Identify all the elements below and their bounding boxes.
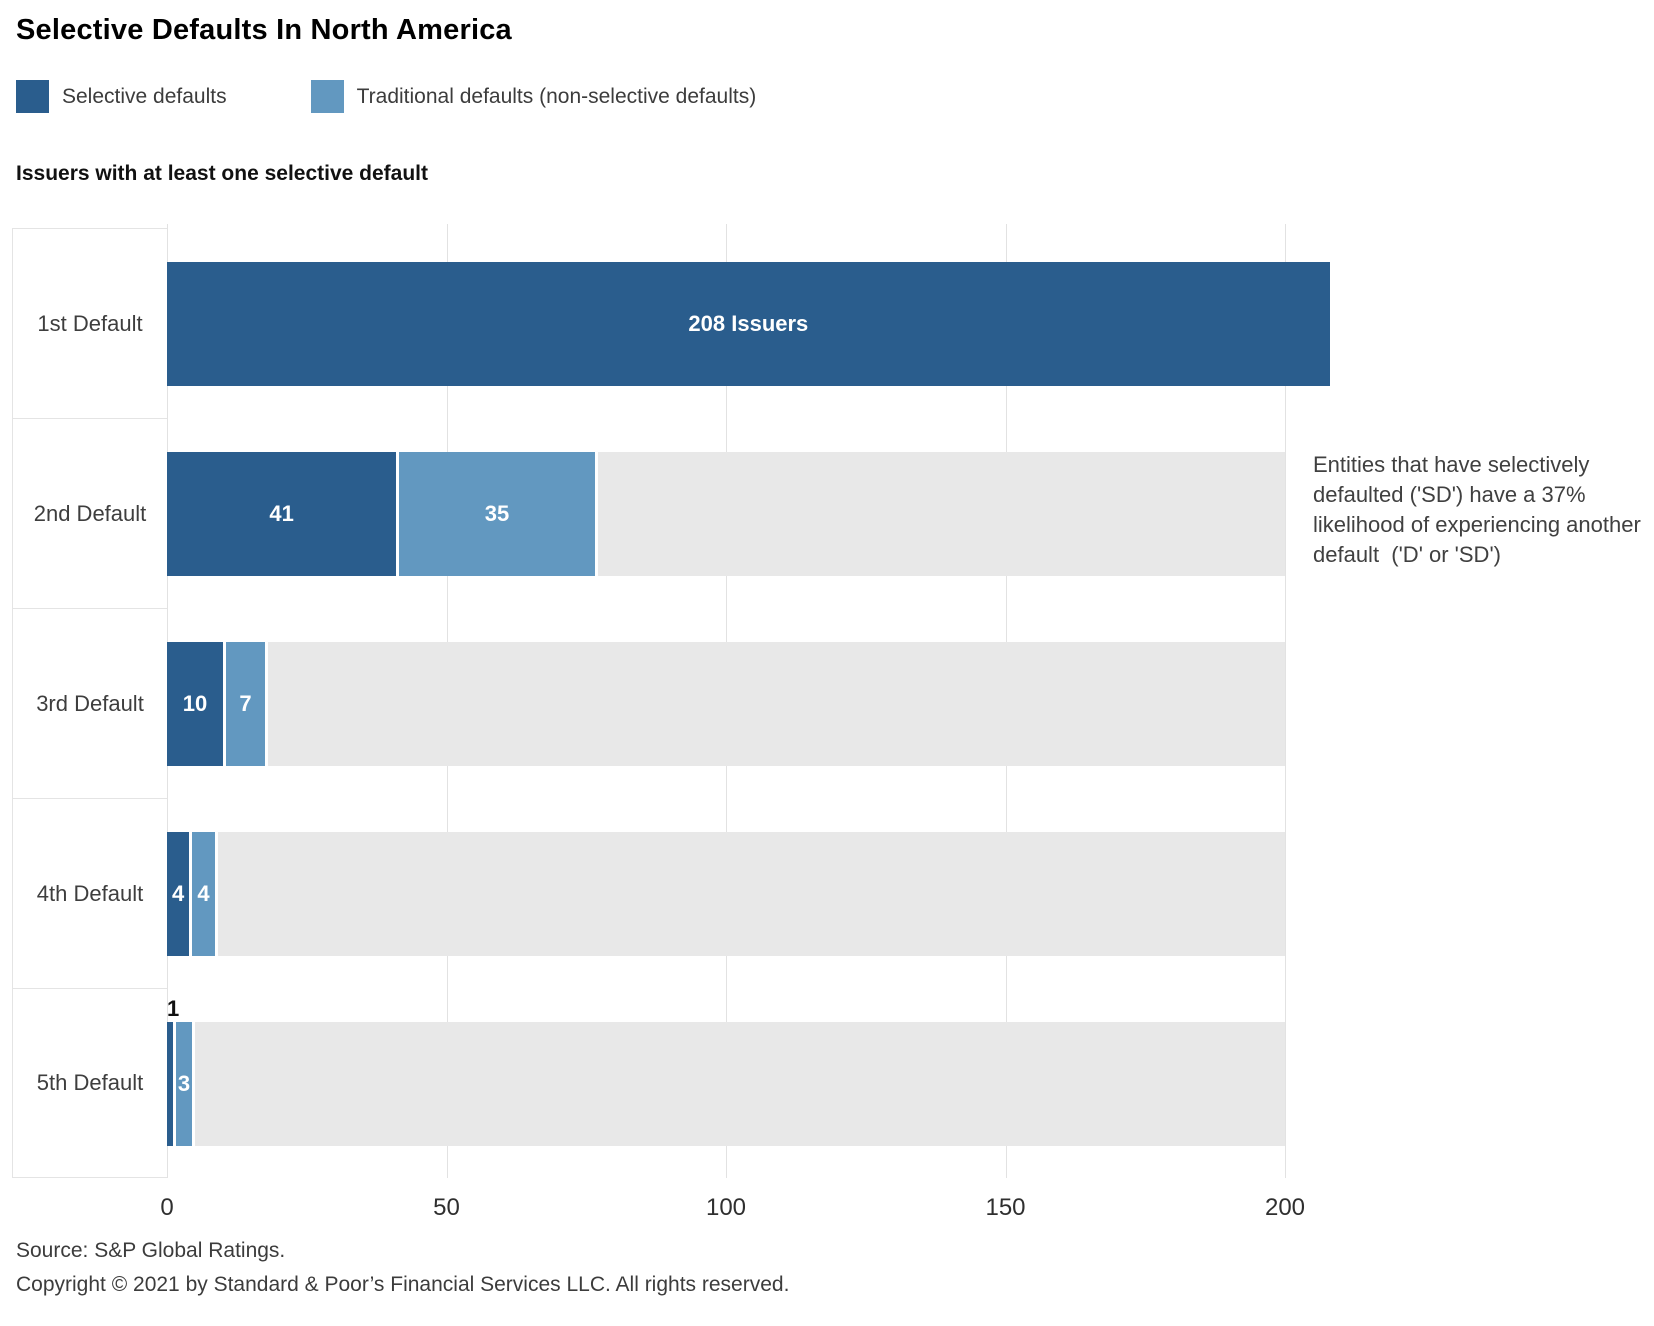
bar-value-label: 208 Issuers	[688, 311, 809, 336]
bar-segment-traditional: 35	[399, 452, 595, 576]
bar-segment-traditional: 3	[175, 1022, 193, 1146]
category-label: 3rd Default	[36, 690, 144, 716]
chart-row: 3rd Default 10 7	[12, 608, 1654, 798]
plot-cell: 208 Issuers	[167, 228, 1654, 418]
category-cell: 2nd Default	[12, 418, 167, 608]
bar-value-label: 35	[484, 501, 510, 526]
legend-label-traditional: Traditional defaults (non-selective defa…	[356, 84, 757, 108]
category-cell: 1st Default	[12, 228, 167, 418]
chart-annotation: Entities that have selectively defaulted…	[1313, 452, 1647, 567]
x-tick-label: 100	[705, 1194, 747, 1221]
x-tick-label: 150	[985, 1194, 1026, 1221]
legend-swatch-traditional-icon	[310, 80, 344, 113]
plot-cell: 10 7	[167, 608, 1654, 798]
category-cell: 4th Default	[12, 798, 167, 988]
category-label: 1st Default	[37, 310, 143, 336]
chart-row: 5th Default 1 3	[12, 988, 1654, 1178]
x-tick-label: 200	[1264, 1194, 1306, 1221]
bar-segment-selective: 41	[167, 452, 397, 576]
bar-segment-selective: 10	[167, 642, 223, 766]
legend-swatch-selective-icon	[16, 80, 49, 113]
bar-value-label: 3	[177, 1071, 191, 1096]
bar-chart: 1st Default 208 Issuers 2nd Default 41 35 3rd…	[12, 224, 1654, 1258]
category-label: 4th Default	[36, 880, 144, 906]
bar-value-label: 41	[269, 501, 294, 526]
bar-track	[597, 452, 1285, 576]
plot-cell: 41 35	[167, 418, 1654, 608]
bar-segment-selective: 208 Issuers	[167, 262, 1330, 386]
category-label: 2nd Default	[33, 500, 147, 526]
bar-track	[195, 1022, 1285, 1146]
bar-segment-traditional: 7	[225, 642, 266, 766]
chart-footer: Source: S&P Global Ratings. Copyright © …	[16, 1234, 789, 1302]
legend-item-traditional: Traditional defaults (non-selective defa…	[310, 80, 757, 113]
chart-rows: 1st Default 208 Issuers 2nd Default 41 35 3rd…	[12, 228, 1654, 1178]
gridline	[1285, 224, 1286, 1178]
bar-value-label: 7	[239, 691, 252, 716]
chart-subtitle: Issuers with at least one selective defa…	[16, 162, 428, 185]
bar-value-label: 4	[172, 881, 185, 906]
bar-track	[268, 642, 1285, 766]
bar-value-label: 10	[182, 691, 208, 716]
legend: Selective defaults Traditional defaults …	[16, 80, 756, 113]
bar-segment-selective: 4	[167, 832, 190, 956]
chart-row: 1st Default 208 Issuers	[12, 228, 1654, 418]
legend-label-selective: Selective defaults	[62, 84, 227, 108]
bar-segment-selective	[167, 1022, 173, 1146]
category-label: 5th Default	[36, 1070, 144, 1095]
chart-row: 2nd Default 41 35	[12, 418, 1654, 608]
page-title: Selective Defaults In North America	[16, 14, 512, 46]
legend-item-selective: Selective defaults	[16, 80, 227, 113]
chart-row: 4th Default 4 4	[12, 798, 1654, 988]
x-tick-label: 0	[160, 1194, 174, 1221]
source-text: Source: S&P Global Ratings.	[16, 1239, 286, 1262]
category-cell: 3rd Default	[12, 608, 167, 798]
bar-segment-traditional: 4	[192, 832, 215, 956]
x-tick-label: 50	[433, 1194, 460, 1221]
bar-value-label: 1	[167, 996, 180, 1021]
bar-track	[217, 832, 1285, 956]
category-cell: 5th Default	[12, 988, 167, 1178]
copyright-text: Copyright © 2021 by Standard & Poor’s Fi…	[16, 1273, 790, 1296]
bar-value-label: 4	[197, 881, 210, 906]
